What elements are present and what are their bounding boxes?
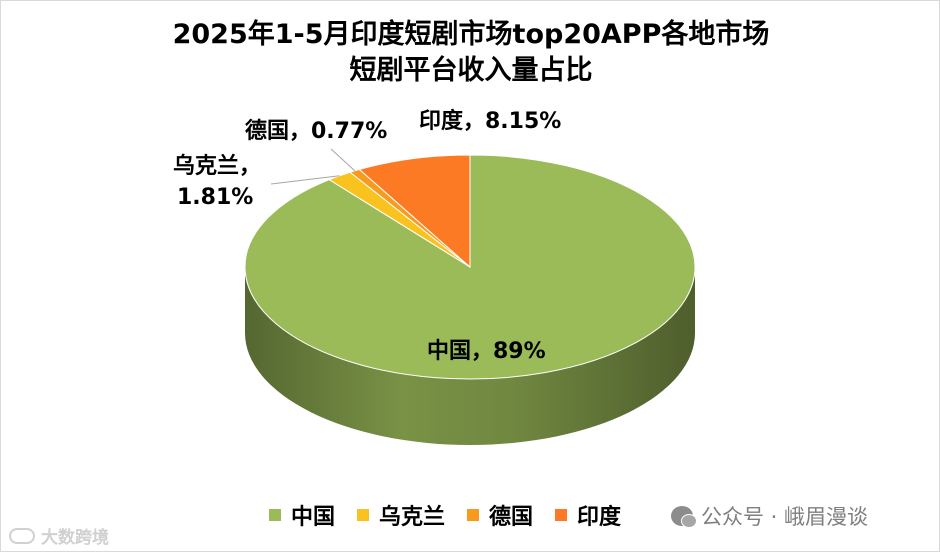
legend-item-china: 中国 xyxy=(269,499,335,531)
legend-swatch-india xyxy=(555,509,568,521)
legend-swatch-germany xyxy=(467,509,480,521)
slice-label-germany: 德国，0.77% xyxy=(245,119,388,144)
legend-swatch-china xyxy=(269,509,281,521)
watermark-brand: 大数跨境 xyxy=(9,523,109,548)
legend-label-ukraine: 乌克兰 xyxy=(379,505,446,530)
watermark-right-text: 公众号 · 峨眉漫谈 xyxy=(701,505,869,529)
slice-label-china: 中国，89% xyxy=(427,339,546,364)
chart-title-line-1: 2025年1-5月印度短剧市场top20APP各地市场 xyxy=(172,19,770,50)
brand-logo-icon xyxy=(9,527,35,544)
pie-slice-india xyxy=(358,154,471,269)
legend: 中国 乌克兰 德国 印度 xyxy=(269,499,621,531)
legend-item-germany: 德国 xyxy=(467,499,533,531)
legend-label-india: 印度 xyxy=(577,505,622,530)
pie-slice-china xyxy=(244,154,696,380)
chart-title: 2025年1-5月印度短剧市场top20APP各地市场 短剧平台收入量占比 xyxy=(41,17,901,89)
legend-item-ukraine: 乌克兰 xyxy=(357,499,445,531)
leader-line-germany xyxy=(330,148,356,172)
watermark-wechat: 公众号 · 峨眉漫谈 xyxy=(671,501,868,531)
legend-item-india: 印度 xyxy=(555,499,621,531)
chart-title-line-2: 短剧平台收入量占比 xyxy=(349,55,593,86)
slice-label-ukraine-line2: 1.81% xyxy=(177,185,254,210)
legend-label-china: 中国 xyxy=(291,505,336,530)
slice-label-india: 印度，8.15% xyxy=(419,109,562,134)
wechat-icon xyxy=(671,506,697,528)
legend-swatch-ukraine xyxy=(357,509,370,521)
watermark-left-text: 大数跨境 xyxy=(41,528,109,548)
slice-label-ukraine-line1: 乌克兰， xyxy=(173,154,262,179)
legend-label-germany: 德国 xyxy=(489,505,534,530)
pie-side-wall xyxy=(245,267,695,445)
leader-line-ukraine xyxy=(270,175,340,185)
